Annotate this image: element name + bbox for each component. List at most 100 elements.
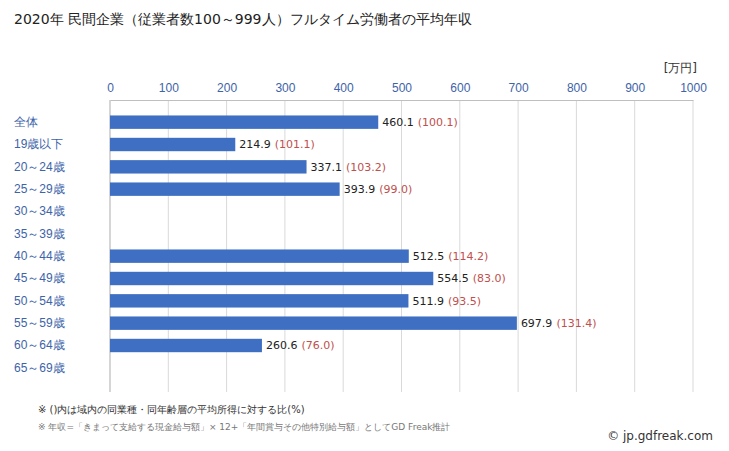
- tick: 45～49歳: [14, 271, 110, 285]
- bar: [110, 339, 262, 352]
- tick-label: 30～34歳: [14, 204, 65, 218]
- data-label: 512.5(114.2): [413, 250, 489, 263]
- tick: 60～64歳: [14, 338, 110, 352]
- credit: © jp.gdfreak.com: [607, 429, 713, 443]
- grid-line: [459, 100, 460, 392]
- tick-label: 700: [509, 81, 529, 95]
- chart: 2020年 民間企業（従業者数100～999人）フルタイム労働者の平均年収 [万円…: [0, 0, 729, 451]
- grid-line: [518, 100, 519, 392]
- bar: [110, 138, 235, 151]
- tick: 200: [217, 81, 237, 100]
- grid: [110, 100, 693, 392]
- tick-label: 20～24歳: [14, 160, 65, 174]
- tick-label: 60～64歳: [14, 338, 65, 352]
- tick-label: 600: [450, 81, 470, 95]
- bars: [110, 115, 517, 352]
- data-label: 460.1 (100.1): [382, 116, 458, 129]
- ratio-label: (76.0): [301, 339, 334, 352]
- tick-label: 全体: [14, 115, 38, 129]
- grid-line: [401, 100, 402, 392]
- tick: 900: [625, 81, 645, 100]
- grid-line: [576, 100, 577, 392]
- bar: [110, 249, 409, 262]
- value-label: 511.9: [412, 295, 444, 308]
- tick: 700: [509, 81, 529, 100]
- tick: 25～29歳: [14, 182, 110, 196]
- value-label: 214.9: [239, 138, 270, 151]
- data-label: 511.9 (93.5): [412, 295, 481, 308]
- axis-title: [万円]: [664, 61, 697, 75]
- bar: [110, 160, 307, 173]
- ratio-label: (101.1): [275, 138, 315, 151]
- tick: 30～34歳: [14, 204, 110, 218]
- tick: 19歳以下: [14, 137, 110, 151]
- tick-label: 0: [107, 81, 114, 95]
- x-axis: 0 100 200 300 400 500 600 700 800 900 1000: [107, 81, 707, 101]
- tick: 400: [334, 81, 354, 100]
- bar: [110, 182, 340, 195]
- grid-line: [693, 100, 694, 392]
- ratio-label: (131.4): [556, 317, 596, 330]
- value-label: 697.9: [521, 317, 553, 330]
- data-label: 697.9(131.4): [521, 317, 597, 330]
- tick-label: 50～54歳: [14, 294, 65, 308]
- grid-line: [634, 100, 635, 392]
- note: ※ 年収=「きまって支給する現金給与額」× 12+「年間賞与その他特別給与額」と…: [38, 422, 450, 432]
- tick: 300: [275, 81, 295, 100]
- tick: 0: [107, 81, 114, 100]
- title: 2020年 民間企業（従業者数100～999人）フルタイム労働者の平均年収: [14, 11, 472, 27]
- data-labels: 460.1 (100.1) 214.9 (101.1) 337.1(103.2) 393.…: [239, 116, 596, 352]
- ratio-label: (114.2): [448, 250, 488, 263]
- value-label: 393.9: [344, 183, 376, 196]
- value-label: 460.1: [382, 116, 414, 129]
- data-label: 554.5(83.0): [437, 272, 506, 285]
- bar: [110, 294, 408, 307]
- tick-label: 65～69歳: [14, 361, 65, 375]
- tick-label: 40～44歳: [14, 249, 65, 263]
- bar: [110, 115, 378, 128]
- tick-label: 100: [159, 81, 179, 95]
- y-axis: 全体 19歳以下 20～24歳 25～29歳 30～34歳 35～39歳 40～44歳 45～…: [14, 100, 110, 392]
- tick-label: 19歳以下: [14, 137, 63, 151]
- ratio-label: (99.0): [379, 183, 412, 196]
- ratio-label: (83.0): [473, 272, 506, 285]
- value-label: 337.1: [311, 161, 343, 174]
- bar: [110, 316, 517, 329]
- tick: 500: [392, 81, 412, 100]
- tick: 600: [450, 81, 470, 100]
- tick: 35～39歳: [14, 227, 110, 241]
- data-label: 260.6(76.0): [266, 339, 335, 352]
- data-label: 214.9 (101.1): [239, 138, 315, 151]
- value-label: 260.6: [266, 339, 298, 352]
- tick-label: 900: [625, 81, 645, 95]
- tick: 65～69歳: [14, 361, 110, 375]
- tick: 100: [159, 81, 179, 100]
- ratio-label: (100.1): [418, 116, 458, 129]
- tick: 20～24歳: [14, 160, 110, 174]
- grid-line: [343, 100, 344, 392]
- tick-label: 35～39歳: [14, 227, 65, 241]
- note: ※ ()内は域内の同業種・同年齢層の平均所得に対する比(%): [38, 404, 305, 415]
- tick: 800: [567, 81, 587, 100]
- tick-label: 55～59歳: [14, 316, 65, 330]
- data-label: 337.1(103.2): [311, 161, 387, 174]
- tick: 全体: [14, 115, 110, 129]
- notes: ※ ()内は域内の同業種・同年齢層の平均所得に対する比(%) ※ 年収=「きまって…: [38, 404, 450, 432]
- data-label: 393.9(99.0): [344, 183, 413, 196]
- tick: 50～54歳: [14, 294, 110, 308]
- tick-label: 500: [392, 81, 412, 95]
- tick-label: 200: [217, 81, 237, 95]
- ratio-label: (103.2): [346, 161, 386, 174]
- tick: 1000: [680, 81, 707, 100]
- tick-label: 300: [275, 81, 295, 95]
- tick: 40～44歳: [14, 249, 110, 263]
- tick-label: 25～29歳: [14, 182, 65, 196]
- tick: 55～59歳: [14, 316, 110, 330]
- tick-label: 1000: [680, 81, 707, 95]
- ratio-label: (93.5): [448, 295, 481, 308]
- tick-label: 400: [334, 81, 354, 95]
- tick-label: 800: [567, 81, 587, 95]
- tick-label: 45～49歳: [14, 271, 65, 285]
- axis-line: [111, 100, 694, 101]
- value-label: 512.5: [413, 250, 445, 263]
